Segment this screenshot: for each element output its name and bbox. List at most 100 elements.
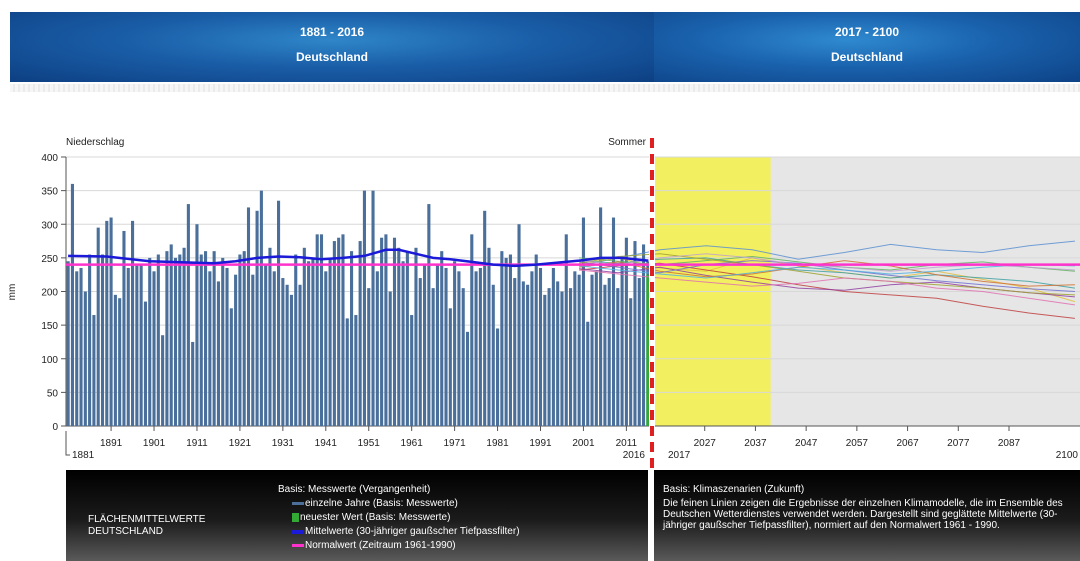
bar-1894 <box>122 230 126 426</box>
bar-2006 <box>603 284 607 426</box>
bar-2009 <box>616 288 620 426</box>
bar-1909 <box>186 204 190 426</box>
bar-1981 <box>496 328 500 426</box>
bar-1999 <box>573 271 577 426</box>
bar-2014 <box>637 278 641 426</box>
variable-label: Niederschlag <box>66 137 124 148</box>
bar-1960 <box>405 251 409 426</box>
bar-1888 <box>96 227 100 426</box>
legend-item-single-years: einzelne Jahre (Basis: Messwerte) <box>292 498 458 509</box>
x-tick-label: 1911 <box>186 438 208 449</box>
bar-1939 <box>315 234 319 426</box>
bar-1901 <box>152 271 156 426</box>
bar-1956 <box>388 291 392 426</box>
bar-1992 <box>543 294 547 426</box>
bar-1980 <box>491 284 495 426</box>
bar-1936 <box>302 247 306 426</box>
bar-1904 <box>165 251 169 426</box>
bar-latest <box>646 274 650 426</box>
x-tick-label: 2047 <box>795 438 818 449</box>
bar-1893 <box>118 298 122 426</box>
bar-1897 <box>135 264 139 426</box>
bar-1915 <box>212 251 216 426</box>
x-tick-label: 2027 <box>694 438 717 449</box>
bar-1954 <box>380 237 384 426</box>
bar-1963 <box>418 278 422 426</box>
x-end-past-label: 2016 <box>623 450 646 461</box>
bar-2012 <box>629 298 633 426</box>
bar-2002 <box>586 321 590 426</box>
bar-1919 <box>229 308 233 426</box>
x-tick-label: 2001 <box>572 438 595 449</box>
bar-1899 <box>143 301 147 426</box>
bar-1995 <box>556 281 560 426</box>
y-tick-label: 350 <box>41 187 58 198</box>
bar-1948 <box>354 315 358 426</box>
bar-1982 <box>500 251 504 426</box>
x-tick-label: 2067 <box>896 438 919 449</box>
bar-1989 <box>530 271 534 426</box>
bar-1953 <box>375 271 379 426</box>
bar-1924 <box>251 274 255 426</box>
bar-1900 <box>148 257 152 426</box>
bar-1961 <box>410 315 414 426</box>
x-tick-label: 1961 <box>401 438 424 449</box>
x-tick-label: 2037 <box>744 438 767 449</box>
y-axis-label: mm <box>7 284 18 301</box>
header-past: 1881 - 2016 Deutschland <box>10 12 654 82</box>
bar-1965 <box>427 204 431 426</box>
bar-1990 <box>534 254 538 426</box>
bar-1998 <box>569 288 573 426</box>
bar-1914 <box>208 271 212 426</box>
bar-1955 <box>384 234 388 426</box>
bar-1934 <box>294 254 298 426</box>
bar-1979 <box>487 247 491 426</box>
x-tick-label: 1891 <box>100 438 123 449</box>
bar-1907 <box>178 254 182 426</box>
bar-1890 <box>105 220 109 426</box>
y-tick-label: 250 <box>41 254 58 265</box>
header-divider <box>10 84 1080 92</box>
bar-1966 <box>431 288 435 426</box>
mean-line <box>68 248 649 268</box>
bar-1896 <box>131 220 135 426</box>
legend-past-header: Basis: Messwerte (Vergangenheit) <box>278 484 431 495</box>
y-tick-label: 150 <box>41 321 58 332</box>
bar-1951 <box>367 288 371 426</box>
precipitation-chart: 0 50 100 150 200 250 300 350 400 1891 1901 1911 1921… <box>7 137 1080 470</box>
y-tick-label: 400 <box>41 153 58 164</box>
x-tick-label: 1971 <box>443 438 466 449</box>
bar-2005 <box>599 207 603 426</box>
x-end-label: 2100 <box>1056 450 1079 461</box>
bar-1978 <box>483 210 487 426</box>
bar-2001 <box>581 217 585 426</box>
period-label-future: 2017 - 2100 <box>834 25 900 39</box>
bar-1935 <box>298 284 302 426</box>
bar-2015 <box>642 244 646 426</box>
legend-future: Basis: Klimaszenarien (Zukunft) Die fein… <box>654 470 1080 561</box>
bar-1920 <box>234 274 238 426</box>
bar-1988 <box>526 284 530 426</box>
bar-1977 <box>478 267 482 426</box>
bar-2013 <box>633 241 637 426</box>
bar-1922 <box>242 251 246 426</box>
bar-2000 <box>577 274 581 426</box>
bar-1987 <box>521 281 525 426</box>
bar-2011 <box>624 237 628 426</box>
legend-item-latest: neuester Wert (Basis: Messwerte) <box>292 512 450 523</box>
legend-future-description: Die feinen Linien zeigen die Ergebnisse … <box>663 498 1063 531</box>
y-tick-label: 100 <box>41 355 58 366</box>
bar-2004 <box>594 271 598 426</box>
bar-1906 <box>173 257 178 426</box>
bar-1885 <box>83 291 87 426</box>
bar-1952 <box>371 190 375 426</box>
bar-1970 <box>448 308 452 426</box>
bar-1892 <box>113 294 117 426</box>
bar-1958 <box>397 247 401 426</box>
bar-1928 <box>268 247 272 426</box>
bar-2003 <box>590 274 594 426</box>
bar-1930 <box>277 200 281 426</box>
bar-1882 <box>70 183 74 426</box>
bar-1973 <box>461 288 465 426</box>
bar-1959 <box>401 261 405 426</box>
